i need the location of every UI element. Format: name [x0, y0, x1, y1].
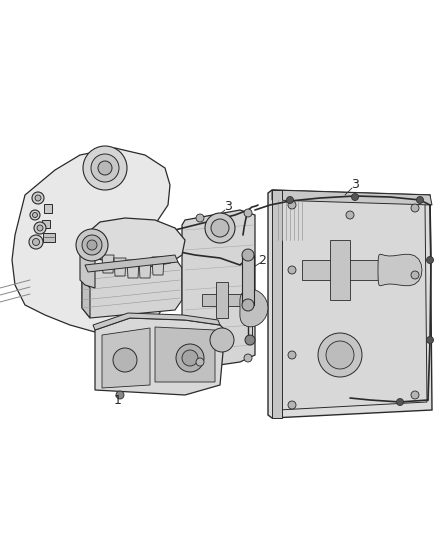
- Circle shape: [34, 222, 46, 234]
- Circle shape: [288, 351, 296, 359]
- Polygon shape: [60, 150, 145, 195]
- Circle shape: [196, 358, 204, 366]
- Circle shape: [411, 391, 419, 399]
- Polygon shape: [272, 190, 432, 205]
- Polygon shape: [378, 254, 422, 286]
- Circle shape: [87, 240, 97, 250]
- Polygon shape: [82, 278, 90, 318]
- Polygon shape: [82, 258, 182, 318]
- Circle shape: [83, 146, 127, 190]
- Polygon shape: [139, 260, 151, 278]
- Polygon shape: [155, 327, 215, 382]
- Text: 2: 2: [258, 254, 266, 266]
- Circle shape: [427, 336, 434, 343]
- Circle shape: [211, 219, 229, 237]
- Circle shape: [417, 197, 424, 204]
- Circle shape: [411, 204, 419, 212]
- Polygon shape: [43, 233, 55, 242]
- Circle shape: [29, 235, 43, 249]
- Circle shape: [288, 201, 296, 209]
- Circle shape: [411, 271, 419, 279]
- Circle shape: [288, 266, 296, 274]
- Circle shape: [242, 249, 254, 261]
- Circle shape: [32, 192, 44, 204]
- Polygon shape: [202, 294, 242, 306]
- Circle shape: [176, 344, 204, 372]
- Polygon shape: [182, 210, 255, 370]
- Text: 1: 1: [114, 393, 122, 407]
- Polygon shape: [114, 258, 126, 276]
- Polygon shape: [240, 289, 268, 327]
- Circle shape: [91, 154, 119, 182]
- Circle shape: [32, 238, 39, 246]
- Polygon shape: [330, 240, 350, 301]
- Polygon shape: [102, 255, 114, 273]
- Polygon shape: [95, 318, 225, 395]
- Polygon shape: [85, 255, 178, 272]
- Polygon shape: [80, 218, 185, 267]
- Polygon shape: [278, 198, 427, 410]
- Circle shape: [37, 225, 43, 231]
- Circle shape: [242, 299, 254, 311]
- Circle shape: [352, 193, 358, 200]
- Circle shape: [396, 399, 403, 406]
- Polygon shape: [93, 313, 220, 330]
- Polygon shape: [80, 235, 95, 288]
- Circle shape: [326, 341, 354, 369]
- Circle shape: [82, 235, 102, 255]
- Text: 3: 3: [351, 179, 359, 191]
- Text: 3: 3: [224, 200, 232, 214]
- Circle shape: [182, 350, 198, 366]
- Polygon shape: [12, 148, 170, 335]
- Polygon shape: [242, 255, 254, 305]
- Circle shape: [245, 335, 255, 345]
- Circle shape: [30, 210, 40, 220]
- Polygon shape: [102, 328, 150, 388]
- Polygon shape: [152, 257, 164, 275]
- Polygon shape: [42, 220, 50, 228]
- Circle shape: [427, 256, 434, 263]
- Circle shape: [210, 328, 234, 352]
- Circle shape: [288, 401, 296, 409]
- Circle shape: [205, 213, 235, 243]
- Polygon shape: [216, 282, 228, 318]
- Polygon shape: [44, 204, 52, 213]
- Polygon shape: [268, 190, 432, 418]
- Circle shape: [35, 195, 41, 201]
- Circle shape: [116, 391, 124, 399]
- Circle shape: [113, 348, 137, 372]
- Circle shape: [244, 354, 252, 362]
- Circle shape: [318, 333, 362, 377]
- Circle shape: [286, 197, 293, 204]
- Circle shape: [76, 229, 108, 261]
- Polygon shape: [127, 260, 139, 278]
- Circle shape: [346, 211, 354, 219]
- Circle shape: [98, 161, 112, 175]
- Polygon shape: [302, 260, 378, 280]
- Circle shape: [244, 209, 252, 217]
- Circle shape: [32, 213, 38, 217]
- Circle shape: [196, 214, 204, 222]
- Polygon shape: [272, 190, 282, 418]
